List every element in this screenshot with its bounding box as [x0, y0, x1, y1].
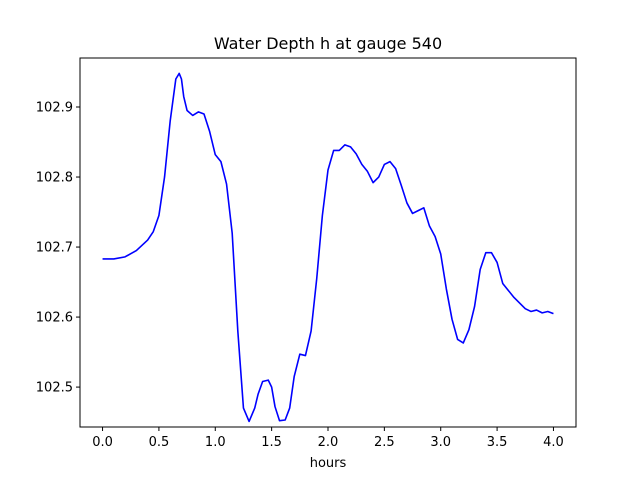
- x-tick-label: 3.0: [430, 435, 451, 450]
- y-tick-label: 102.9: [36, 101, 73, 116]
- x-tick-label: 2.5: [374, 435, 395, 450]
- x-tick-label: 4.0: [543, 435, 564, 450]
- y-tick-label: 102.7: [36, 241, 73, 256]
- x-tick-label: 0.0: [92, 435, 113, 450]
- y-tick-label: 102.8: [36, 171, 73, 186]
- chart-title: Water Depth h at gauge 540: [214, 34, 442, 53]
- x-tick-label: 0.5: [149, 435, 170, 450]
- x-tick-label: 1.5: [261, 435, 282, 450]
- series-line: [102, 72, 554, 423]
- y-axis: 102.5 102.6 102.7 102.8 102.9: [36, 101, 80, 396]
- x-axis-label: hours: [310, 456, 347, 471]
- x-tick-label: 3.5: [487, 435, 508, 450]
- x-tick-label: 2.0: [318, 435, 339, 450]
- y-tick-label: 102.6: [36, 311, 73, 326]
- x-tick-label: 1.0: [205, 435, 226, 450]
- x-axis: 0.0 0.5 1.0 1.5 2.0 2.5 3.0 3.5 4.0: [92, 427, 564, 450]
- y-tick-label: 102.5: [36, 381, 73, 396]
- axes-frame: [79, 57, 577, 428]
